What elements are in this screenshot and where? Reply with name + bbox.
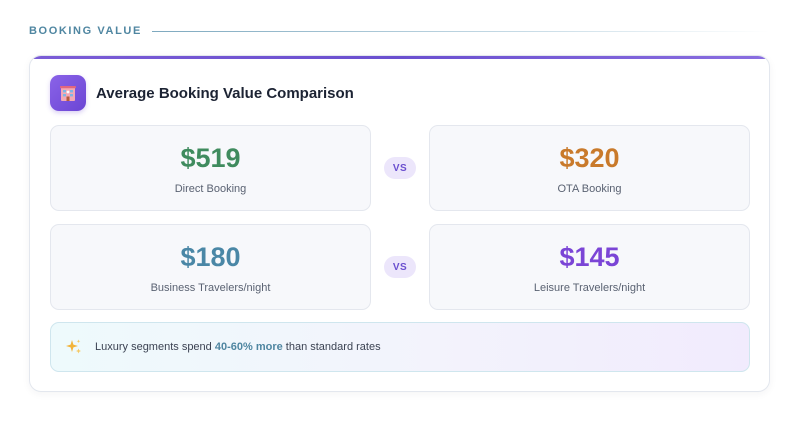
hotel-icon bbox=[50, 75, 86, 111]
vs-badge: VS bbox=[384, 157, 416, 179]
insight-highlight: 40-60% more bbox=[214, 341, 283, 353]
section-divider bbox=[151, 30, 770, 32]
stat-label: OTA Booking bbox=[557, 183, 622, 195]
insight-prefix: Luxury segments spend bbox=[95, 341, 215, 353]
insight-text: Luxury segments spend 40-60% more than s… bbox=[95, 341, 381, 353]
stat-value: $320 bbox=[559, 143, 620, 173]
stat-direct-booking: $519 Direct Booking bbox=[50, 125, 371, 211]
card-title: Average Booking Value Comparison bbox=[96, 84, 354, 102]
stat-label: Leisure Travelers/night bbox=[533, 282, 646, 294]
insight-suffix: than standard rates bbox=[282, 341, 381, 353]
vs-badge: VS bbox=[384, 256, 416, 278]
stat-leisure-travelers: $145 Leisure Travelers/night bbox=[429, 224, 750, 310]
stat-label: Business Travelers/night bbox=[150, 282, 271, 294]
sparkles-icon bbox=[65, 338, 83, 356]
stat-business-travelers: $180 Business Travelers/night bbox=[50, 224, 371, 310]
card-header: Average Booking Value Comparison bbox=[50, 75, 354, 111]
stat-label: Direct Booking bbox=[174, 183, 247, 195]
insight-banner: Luxury segments spend 40-60% more than s… bbox=[50, 322, 750, 372]
stat-ota-booking: $320 OTA Booking bbox=[429, 125, 750, 211]
booking-value-card: Average Booking Value Comparison $519 Di… bbox=[29, 55, 770, 392]
stat-value: $145 bbox=[559, 242, 620, 272]
card-accent-bar bbox=[30, 56, 769, 59]
stat-value: $519 bbox=[180, 143, 241, 173]
stat-value: $180 bbox=[180, 242, 241, 272]
section-header: BOOKING VALUE bbox=[29, 22, 770, 40]
section-label: BOOKING VALUE bbox=[29, 25, 142, 37]
